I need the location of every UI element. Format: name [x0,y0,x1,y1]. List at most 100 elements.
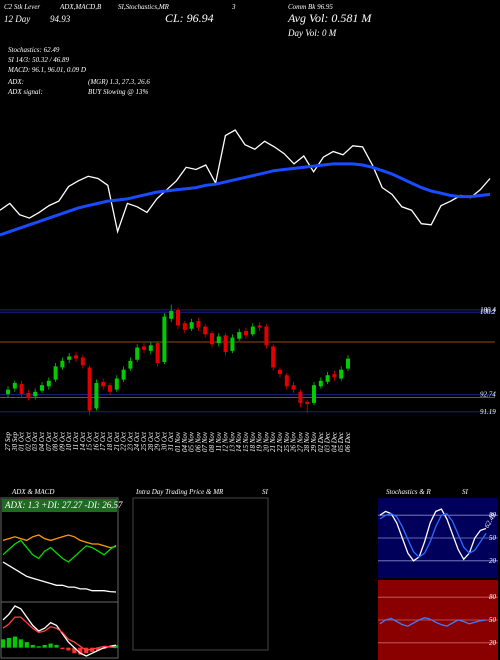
candle-body [298,391,303,403]
candle-body [128,360,133,369]
candle-body [216,336,221,344]
series-line [379,512,487,558]
candle-body [121,369,126,380]
candle-body [339,369,344,379]
adx-label: ADX: 1.3 +DI: 27.27 -DI: 26.57 [4,500,123,510]
histogram-bar [96,647,101,651]
series-line [0,162,491,237]
header-text: 94.93 [50,14,71,24]
candle-body [284,375,289,387]
candle-body [40,385,44,391]
candle-body [12,382,17,389]
x-tick-label: 23 Oct [126,431,134,451]
histogram-bar [78,647,83,655]
series-line [2,616,117,652]
candle-body [210,333,214,345]
candle-body [230,337,235,351]
x-tick-label: 10 Oct [65,431,73,451]
header-text: SI,Stochastics,MR [118,3,170,11]
header-text: C2 Stk Lever [4,3,40,11]
histogram-bar [54,644,59,648]
avg-volume: Avg Vol: 0.581 M [287,11,372,25]
candle-body [53,366,58,380]
x-tick-label: 30 Oct [160,431,168,452]
x-tick-label: 02 Oct [24,431,32,451]
histogram-bar [12,636,17,648]
x-tick-label: 12 Nov [222,431,230,452]
y-tick-label: 80 [489,511,497,519]
y-tick-label: 92.74 [480,391,496,399]
candle-body [142,346,146,350]
x-tick-label: 06 Dec [344,431,352,452]
series-line [0,129,491,235]
panel-title: ADX & MACD [11,488,54,496]
candle-body [101,381,106,387]
candle-body [196,321,201,328]
histogram-bar [113,645,119,648]
candle-body [26,392,31,398]
x-tick-label: 15 Nov [242,431,250,452]
header-text: 12 Day [4,14,30,24]
x-tick-label: 05 Dec [337,431,345,452]
candle-body [87,367,92,411]
x-tick-label: 29 Nov [310,431,318,452]
candle-body [67,356,72,360]
x-tick-label: 25 Oct [140,431,148,451]
x-tick-label: 05 Nov [188,431,196,452]
candle-body [33,391,38,397]
x-tick-label: 02 Dec [317,431,325,452]
info-text: SI 14/3: 50.32 / 46.89 [8,56,70,64]
candle-body [305,401,310,404]
x-tick-label: 07 Nov [201,431,209,452]
x-tick-label: 18 Nov [249,431,257,452]
x-tick-label: 08 Nov [208,431,216,452]
x-tick-label: 09 Oct [58,431,66,451]
info-text: BUY Slowing @ 13% [88,88,148,96]
candle-body [203,326,208,335]
candle-body [237,332,242,339]
y-tick-label: 20 [489,557,497,565]
candle-body [318,380,323,387]
candle-body [176,309,180,326]
candle-body [169,311,174,319]
x-tick-label: 04 Oct [38,431,46,451]
x-tick-label: 15 Oct [86,431,94,451]
x-tick-label: 14 Nov [235,431,243,452]
candle-body [346,358,350,369]
x-tick-label: 26 Nov [290,431,298,452]
x-tick-label: 03 Oct [31,431,39,451]
candle-body [155,343,160,364]
candle-body [80,357,85,366]
histogram-bar [60,647,65,650]
candle-body [325,375,330,382]
info-text: Stochastics: 62.49 [8,46,60,54]
candle-body [332,374,337,378]
candle-body [271,346,276,368]
candle-body [291,385,296,390]
y-tick-label: 100.4 [480,306,496,314]
header-text: 3 [231,3,236,11]
x-tick-label: 08 Oct [52,431,60,451]
x-tick-label: 22 Oct [120,431,128,451]
x-tick-label: 27 Sep [4,432,12,451]
panel-title: SI [262,488,269,496]
candle-body [162,316,167,362]
x-tick-label: 04 Nov [181,431,189,452]
x-tick-label: 28 Nov [303,431,311,452]
panel-title: Stochastics & R [386,488,431,496]
candle-body [6,389,10,395]
intraday-panel [132,497,269,651]
adx-label-box [2,499,117,512]
info-text: (MGR) 1.3, 27.3, 26.6 [88,78,150,86]
x-tick-label: 03 Dec [324,431,332,452]
candle-body [135,347,140,360]
y-tick-label: 91.19 [480,408,496,416]
x-tick-label: 21 Nov [269,431,277,452]
x-tick-label: 20 Nov [262,431,270,452]
x-tick-label: 19 Nov [256,431,264,452]
day-volume: Day Vol: 0 M [287,28,337,38]
candle-body [189,322,194,329]
info-text: ADX signal: [7,88,43,96]
